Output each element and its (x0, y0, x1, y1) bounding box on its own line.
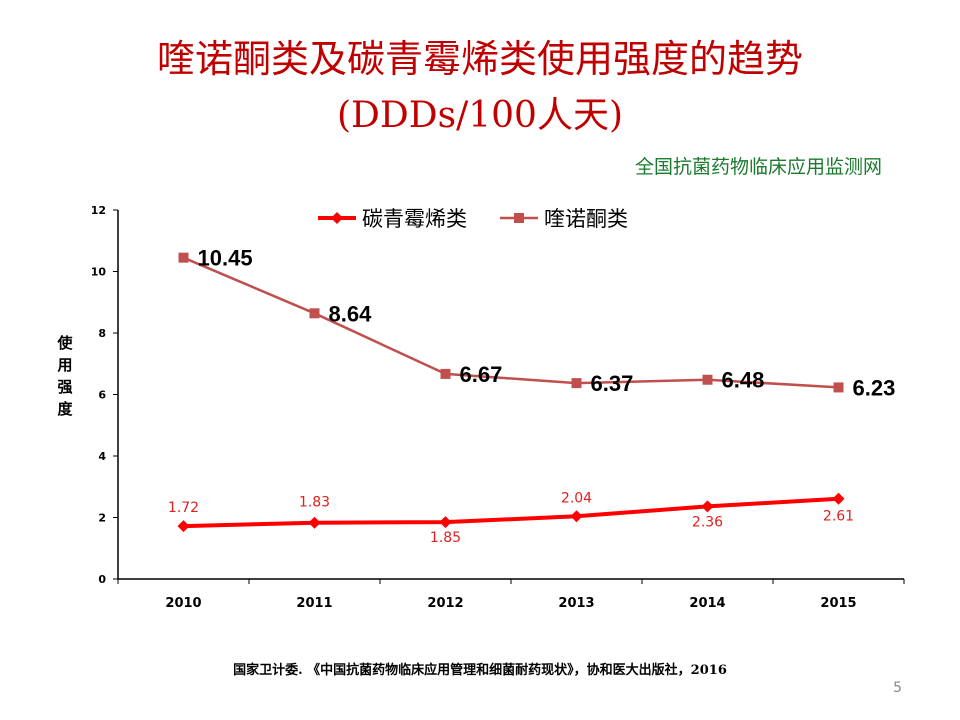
x-tick-label: 2013 (558, 596, 594, 611)
y-tick-label: 4 (98, 450, 106, 463)
data-label-carbapenems: 2.36 (692, 514, 723, 530)
legend-label: 碳青霉烯类 (362, 207, 467, 231)
page-number: 5 (893, 680, 902, 696)
data-point-carbapenems (832, 492, 845, 505)
data-point-carbapenems (308, 516, 321, 529)
series-line-quinolones (183, 256, 839, 389)
data-label-quinolones: 6.48 (722, 368, 765, 393)
data-point-quinolones (571, 378, 582, 389)
data-point-quinolones (440, 368, 451, 379)
legend-marker (514, 213, 524, 223)
data-label-quinolones: 6.67 (460, 362, 503, 387)
y-tick-label: 0 (98, 573, 106, 586)
x-tick-label: 2012 (427, 596, 463, 611)
y-tick-label: 2 (98, 512, 106, 525)
y-tick-label: 12 (91, 204, 106, 217)
x-tick-label: 2014 (689, 596, 725, 611)
data-point-carbapenems (570, 510, 583, 523)
data-label-carbapenems: 1.85 (430, 530, 461, 546)
data-point-carbapenems (439, 516, 452, 529)
series-line-carbapenems (183, 496, 839, 529)
data-point-carbapenems (177, 520, 190, 533)
data-point-carbapenems (701, 500, 714, 513)
data-point-quinolones (309, 308, 320, 319)
data-label-quinolones: 10.45 (198, 246, 253, 271)
legend-marker (331, 212, 343, 224)
citation: 国家卫计委. 《中国抗菌药物临床应用管理和细菌耐药现状》，协和医大出版社，201… (233, 663, 727, 678)
y-tick-label: 6 (98, 389, 106, 402)
data-label-carbapenems: 2.04 (561, 490, 592, 506)
slide-subtitle-unit: (DDDs/100人天) (337, 95, 623, 136)
y-tick-label: 10 (91, 266, 107, 279)
source-note: 全国抗菌药物临床应用监测网 (634, 156, 882, 178)
x-tick-label: 2010 (165, 596, 201, 611)
data-label-quinolones: 6.23 (853, 375, 896, 400)
x-tick-label: 2011 (296, 596, 332, 611)
data-label-carbapenems: 1.83 (299, 495, 330, 511)
legend-label: 喹诺酮类 (544, 207, 628, 231)
slide-title: 喹诺酮类及碳青霉烯类使用强度的趋势 (156, 37, 803, 81)
data-label-quinolones: 6.37 (591, 371, 634, 396)
data-label-quinolones: 8.64 (329, 301, 373, 326)
data-label-carbapenems: 1.72 (168, 500, 199, 516)
y-tick-label: 8 (98, 327, 106, 340)
x-tick-label: 2015 (820, 596, 856, 611)
data-point-quinolones (178, 252, 189, 263)
data-point-quinolones (833, 382, 844, 393)
data-point-quinolones (702, 374, 713, 385)
data-label-carbapenems: 2.61 (823, 509, 854, 525)
y-axis-label: 使用强度 (57, 334, 73, 418)
